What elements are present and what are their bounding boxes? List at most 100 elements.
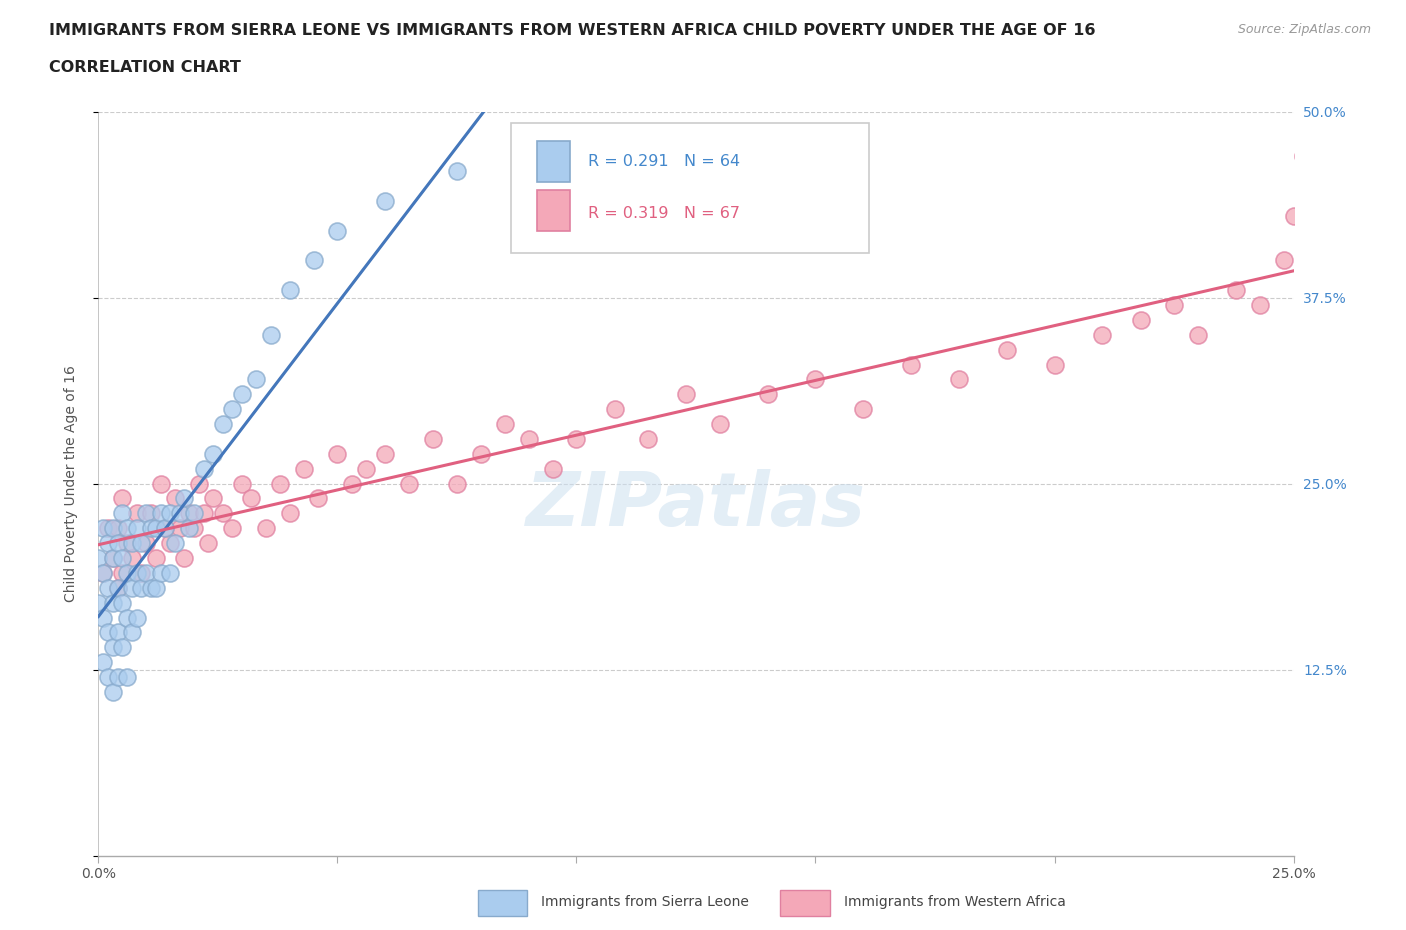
FancyBboxPatch shape xyxy=(537,190,571,231)
Text: R = 0.319   N = 67: R = 0.319 N = 67 xyxy=(588,206,741,221)
Point xyxy=(675,387,697,402)
Point xyxy=(852,402,875,417)
Point xyxy=(111,565,134,580)
Point xyxy=(173,551,195,565)
Point xyxy=(111,640,134,655)
Text: R = 0.291   N = 64: R = 0.291 N = 64 xyxy=(588,154,741,169)
Point xyxy=(183,521,205,536)
Point xyxy=(107,580,129,595)
Point xyxy=(374,446,396,461)
Point xyxy=(637,432,659,446)
Point xyxy=(97,521,120,536)
Point xyxy=(541,149,564,164)
Point xyxy=(1129,312,1152,327)
Point xyxy=(91,610,114,625)
Point xyxy=(115,565,138,580)
Point xyxy=(91,565,114,580)
Point xyxy=(149,506,172,521)
Point xyxy=(107,670,129,684)
Point xyxy=(1292,149,1315,164)
Point xyxy=(111,491,134,506)
Point xyxy=(221,402,243,417)
Point xyxy=(159,536,181,551)
Text: CORRELATION CHART: CORRELATION CHART xyxy=(49,60,240,75)
Point xyxy=(541,461,564,476)
FancyBboxPatch shape xyxy=(510,123,869,253)
Point xyxy=(101,551,124,565)
Point xyxy=(173,491,195,506)
Point xyxy=(135,506,157,521)
Point xyxy=(159,565,181,580)
Point xyxy=(121,580,143,595)
Point xyxy=(115,670,138,684)
Point xyxy=(111,506,134,521)
Point xyxy=(278,283,301,298)
Point xyxy=(107,625,129,640)
Point xyxy=(97,670,120,684)
Point xyxy=(121,551,143,565)
Point xyxy=(115,521,138,536)
Point xyxy=(307,491,329,506)
Point xyxy=(121,536,143,551)
Point xyxy=(139,580,162,595)
Point xyxy=(111,551,134,565)
Point xyxy=(211,506,233,521)
Point xyxy=(254,521,277,536)
Point xyxy=(163,491,186,506)
Point xyxy=(97,580,120,595)
Point xyxy=(125,506,148,521)
Point xyxy=(354,461,377,476)
Point xyxy=(179,506,201,521)
Point xyxy=(139,521,162,536)
Point xyxy=(139,506,162,521)
Point xyxy=(131,580,153,595)
Point xyxy=(149,476,172,491)
Point xyxy=(259,327,281,342)
Point xyxy=(709,417,731,432)
Point xyxy=(107,521,129,536)
Point xyxy=(107,536,129,551)
Point xyxy=(197,536,219,551)
Point xyxy=(269,476,291,491)
Point xyxy=(125,565,148,580)
Point xyxy=(179,521,201,536)
Point xyxy=(565,432,588,446)
Point xyxy=(326,223,349,238)
Point xyxy=(221,521,243,536)
Point xyxy=(231,387,253,402)
Point xyxy=(517,432,540,446)
Point xyxy=(155,521,177,536)
Point xyxy=(302,253,325,268)
Text: Source: ZipAtlas.com: Source: ZipAtlas.com xyxy=(1237,23,1371,36)
Point xyxy=(1163,298,1185,312)
Point xyxy=(1225,283,1247,298)
Point xyxy=(107,580,129,595)
Point xyxy=(97,536,120,551)
Point xyxy=(145,551,167,565)
Point xyxy=(211,417,233,432)
Point xyxy=(1272,253,1295,268)
Point xyxy=(494,417,516,432)
Point xyxy=(1091,327,1114,342)
Point xyxy=(422,432,444,446)
Point xyxy=(326,446,349,461)
Point xyxy=(145,521,167,536)
Point xyxy=(470,446,492,461)
Text: ZIPatlas: ZIPatlas xyxy=(526,470,866,542)
Point xyxy=(149,565,172,580)
Point xyxy=(135,565,157,580)
FancyBboxPatch shape xyxy=(537,141,571,182)
Point xyxy=(1249,298,1271,312)
Point xyxy=(159,506,181,521)
Point xyxy=(900,357,922,372)
Point xyxy=(101,551,124,565)
Point xyxy=(603,402,626,417)
Point xyxy=(995,342,1018,357)
Point xyxy=(278,506,301,521)
Text: IMMIGRANTS FROM SIERRA LEONE VS IMMIGRANTS FROM WESTERN AFRICA CHILD POVERTY UND: IMMIGRANTS FROM SIERRA LEONE VS IMMIGRAN… xyxy=(49,23,1095,38)
Point xyxy=(231,476,253,491)
Point xyxy=(1282,208,1305,223)
Y-axis label: Child Poverty Under the Age of 16: Child Poverty Under the Age of 16 xyxy=(63,365,77,602)
Point xyxy=(446,164,468,179)
Point xyxy=(97,625,120,640)
